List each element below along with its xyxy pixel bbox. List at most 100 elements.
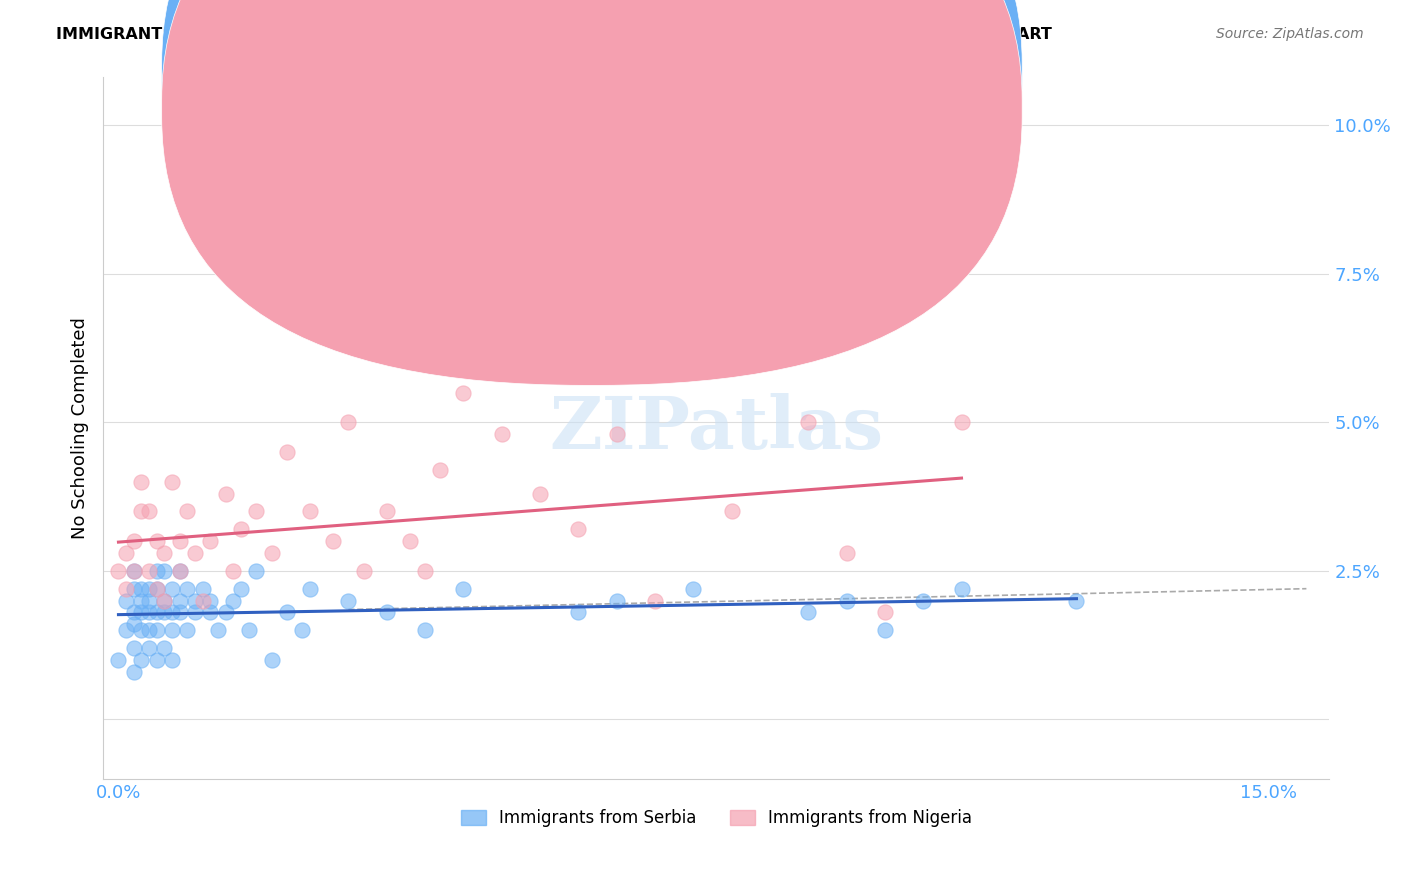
Point	[375, 606, 398, 620]
Point	[122, 665, 145, 679]
Point	[215, 606, 238, 620]
Point	[184, 606, 207, 620]
Text: 0.040: 0.040	[644, 71, 700, 89]
Point	[122, 534, 145, 549]
Point	[337, 415, 360, 429]
Point	[131, 504, 153, 518]
Point	[107, 564, 129, 578]
Point	[169, 564, 191, 578]
Point	[138, 504, 160, 518]
Point	[207, 624, 229, 638]
Point	[191, 593, 214, 607]
Point	[138, 564, 160, 578]
Point	[160, 653, 183, 667]
Point	[176, 582, 198, 596]
Legend: Immigrants from Serbia, Immigrants from Nigeria: Immigrants from Serbia, Immigrants from …	[454, 803, 979, 834]
Point	[238, 624, 260, 638]
Point	[122, 564, 145, 578]
Point	[122, 582, 145, 596]
Point	[245, 504, 267, 518]
Point	[122, 617, 145, 632]
Point	[153, 593, 176, 607]
Point	[131, 606, 153, 620]
Point	[276, 445, 298, 459]
Point	[160, 624, 183, 638]
Text: 45: 45	[748, 109, 773, 127]
Point	[720, 504, 742, 518]
Point	[169, 564, 191, 578]
Point	[835, 593, 858, 607]
Point	[413, 624, 436, 638]
Point	[184, 593, 207, 607]
Point	[453, 582, 475, 596]
Point	[184, 546, 207, 560]
Point	[200, 534, 222, 549]
Point	[146, 564, 169, 578]
Point	[146, 582, 169, 596]
Point	[191, 582, 214, 596]
Point	[146, 582, 169, 596]
Point	[950, 582, 973, 596]
Point	[322, 534, 344, 549]
Point	[160, 606, 183, 620]
Point	[107, 653, 129, 667]
Point	[453, 385, 475, 400]
Point	[153, 593, 176, 607]
Point	[138, 582, 160, 596]
Point	[797, 415, 820, 429]
Point	[160, 582, 183, 596]
Point	[835, 546, 858, 560]
Point	[122, 606, 145, 620]
Text: ZIPatlas: ZIPatlas	[550, 392, 883, 464]
Point	[176, 504, 198, 518]
Point	[229, 522, 252, 536]
Text: R =: R =	[598, 109, 637, 127]
Point	[153, 564, 176, 578]
Point	[115, 582, 138, 596]
Text: IMMIGRANTS FROM SERBIA VS IMMIGRANTS FROM NIGERIA NO SCHOOLING COMPLETED CORRELA: IMMIGRANTS FROM SERBIA VS IMMIGRANTS FRO…	[56, 27, 1052, 42]
Point	[299, 504, 322, 518]
Point	[169, 606, 191, 620]
Point	[153, 606, 176, 620]
Point	[375, 504, 398, 518]
Point	[153, 546, 176, 560]
Point	[115, 624, 138, 638]
Point	[146, 653, 169, 667]
Point	[169, 534, 191, 549]
Point	[398, 534, 420, 549]
Point	[260, 653, 283, 667]
Point	[337, 593, 360, 607]
Point	[529, 486, 551, 500]
Point	[131, 475, 153, 489]
Point	[276, 606, 298, 620]
Point	[229, 582, 252, 596]
Point	[606, 593, 628, 607]
Point	[644, 593, 666, 607]
Text: 0.220: 0.220	[644, 109, 700, 127]
Point	[413, 564, 436, 578]
Point	[176, 624, 198, 638]
Text: N =: N =	[706, 71, 745, 89]
Point	[160, 475, 183, 489]
Point	[353, 564, 375, 578]
Point	[873, 624, 896, 638]
Point	[429, 463, 451, 477]
Point	[1066, 593, 1088, 607]
Point	[260, 546, 283, 560]
Point	[200, 593, 222, 607]
Point	[873, 606, 896, 620]
Point	[146, 624, 169, 638]
Point	[122, 641, 145, 656]
Text: Source: ZipAtlas.com: Source: ZipAtlas.com	[1216, 27, 1364, 41]
Point	[122, 564, 145, 578]
Point	[222, 593, 245, 607]
Point	[138, 641, 160, 656]
Point	[682, 582, 704, 596]
Point	[291, 624, 314, 638]
Text: 65: 65	[748, 71, 773, 89]
Y-axis label: No Schooling Completed: No Schooling Completed	[72, 318, 89, 539]
Point	[138, 624, 160, 638]
Point	[200, 606, 222, 620]
Point	[169, 593, 191, 607]
Point	[146, 534, 169, 549]
